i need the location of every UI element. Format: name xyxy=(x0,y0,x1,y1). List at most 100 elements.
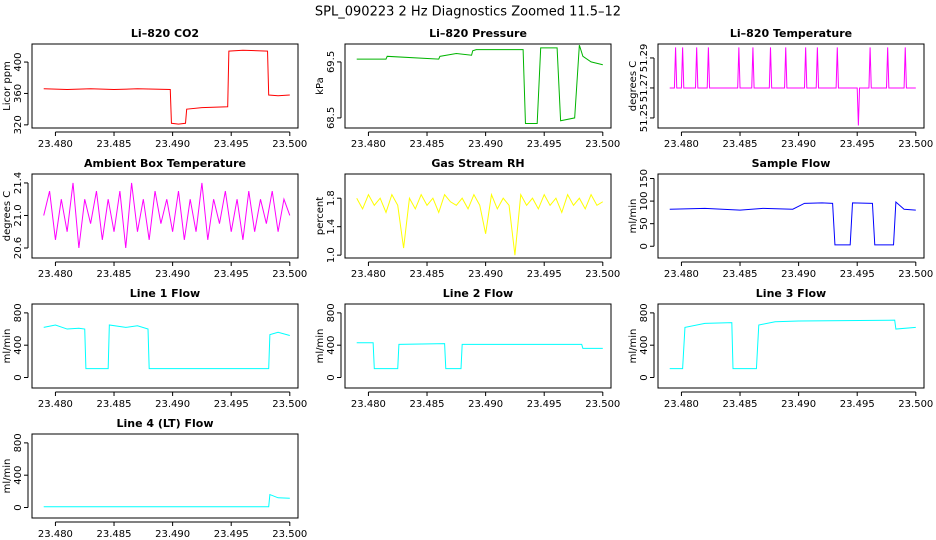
y-tick-label: 51.25 xyxy=(639,104,650,133)
y-tick-label: 21.4 xyxy=(13,172,24,194)
y-tick-label: 0 xyxy=(639,243,650,249)
x-tick-label: 23.490 xyxy=(781,399,816,410)
x-tick-label: 23.495 xyxy=(527,269,562,280)
x-tick-label: 23.495 xyxy=(840,269,875,280)
x-tick-label: 23.485 xyxy=(410,139,445,150)
y-axis-label: ml/min xyxy=(628,199,639,234)
x-tick-label: 23.490 xyxy=(468,399,503,410)
x-tick-label: 23.480 xyxy=(38,529,73,540)
x-tick-label: 23.500 xyxy=(272,529,307,540)
x-tick-label: 23.495 xyxy=(214,399,249,410)
panel-title: Li–820 CO2 xyxy=(131,27,199,40)
y-tick-label: 50 xyxy=(639,217,650,230)
x-tick-label: 23.485 xyxy=(410,399,445,410)
x-tick-label: 23.500 xyxy=(585,269,620,280)
x-tick-label: 23.500 xyxy=(898,399,933,410)
data-line xyxy=(43,182,291,249)
panel-title: Ambient Box Temperature xyxy=(84,157,246,170)
panel-title: Line 1 Flow xyxy=(130,287,200,300)
data-line xyxy=(43,493,290,508)
x-tick-label: 23.500 xyxy=(272,269,307,280)
x-tick-label: 23.500 xyxy=(585,399,620,410)
x-tick-label: 23.500 xyxy=(585,139,620,150)
plot-frame xyxy=(657,173,925,259)
x-tick-label: 23.495 xyxy=(214,139,249,150)
y-tick-label: 400 xyxy=(13,53,24,72)
y-tick-label: 800 xyxy=(326,303,337,322)
y-axis-label: percent xyxy=(315,197,326,235)
y-tick-label: 51.29 xyxy=(639,44,650,73)
x-tick-label: 23.485 xyxy=(723,269,758,280)
x-tick-label: 23.495 xyxy=(840,139,875,150)
y-axis-label: degrees C xyxy=(2,191,13,241)
y-tick-label: 69.5 xyxy=(326,51,337,73)
x-tick-label: 23.490 xyxy=(155,399,190,410)
plot-frame xyxy=(31,303,299,389)
figure-title: SPL_090223 2 Hz Diagnostics Zoomed 11.5–… xyxy=(315,5,621,20)
data-line xyxy=(356,342,603,370)
x-tick-label: 23.495 xyxy=(214,269,249,280)
y-tick-label: 360 xyxy=(13,84,24,103)
y-tick-label: 800 xyxy=(13,433,24,452)
y-axis-label: Licor ppm xyxy=(2,61,13,111)
y-tick-label: 1.0 xyxy=(326,247,337,263)
y-axis-label: ml/min xyxy=(628,329,639,364)
y-tick-label: 1.8 xyxy=(326,190,337,206)
plot-frame xyxy=(344,43,612,129)
x-tick-label: 23.480 xyxy=(664,399,699,410)
y-tick-label: 0 xyxy=(13,374,24,380)
x-tick-label: 23.485 xyxy=(723,399,758,410)
panel-title: Sample Flow xyxy=(752,157,831,170)
x-tick-label: 23.480 xyxy=(351,269,386,280)
y-tick-label: 0 xyxy=(639,374,650,380)
y-axis-label: ml/min xyxy=(2,329,13,364)
x-tick-label: 23.485 xyxy=(723,139,758,150)
x-tick-label: 23.485 xyxy=(97,139,132,150)
plot-frame xyxy=(31,173,299,259)
x-tick-label: 23.490 xyxy=(155,529,190,540)
x-tick-label: 23.480 xyxy=(664,269,699,280)
y-tick-label: 21.0 xyxy=(13,204,24,226)
data-line xyxy=(669,47,916,126)
y-tick-label: 800 xyxy=(639,303,650,322)
x-tick-label: 23.480 xyxy=(38,399,73,410)
x-tick-label: 23.490 xyxy=(155,269,190,280)
x-tick-label: 23.480 xyxy=(351,139,386,150)
data-line xyxy=(356,192,604,256)
x-tick-label: 23.500 xyxy=(272,399,307,410)
x-tick-label: 23.480 xyxy=(664,139,699,150)
y-tick-label: 800 xyxy=(13,303,24,322)
x-tick-label: 23.490 xyxy=(468,269,503,280)
data-line xyxy=(356,44,603,125)
x-tick-label: 23.485 xyxy=(97,399,132,410)
y-axis-label: ml/min xyxy=(315,329,326,364)
x-tick-label: 23.495 xyxy=(527,399,562,410)
x-tick-label: 23.485 xyxy=(410,269,445,280)
panel-title: Line 2 Flow xyxy=(443,287,513,300)
panel-title: Line 4 (LT) Flow xyxy=(117,417,214,430)
data-line xyxy=(669,319,916,370)
x-tick-label: 23.485 xyxy=(97,529,132,540)
x-tick-label: 23.500 xyxy=(898,139,933,150)
plot-frame xyxy=(657,303,925,389)
data-line xyxy=(669,200,916,246)
y-tick-label: 0 xyxy=(13,504,24,510)
x-tick-label: 23.500 xyxy=(272,139,307,150)
x-tick-label: 23.490 xyxy=(781,269,816,280)
x-tick-label: 23.495 xyxy=(527,139,562,150)
y-axis-label: ml/min xyxy=(2,459,13,494)
x-tick-label: 23.495 xyxy=(840,399,875,410)
y-axis-label: kPa xyxy=(315,77,326,95)
x-tick-label: 23.485 xyxy=(97,269,132,280)
plot-frame xyxy=(344,303,612,389)
y-tick-label: 400 xyxy=(13,336,24,355)
plot-frame xyxy=(31,43,299,129)
x-tick-label: 23.480 xyxy=(38,139,73,150)
y-tick-label: 400 xyxy=(13,466,24,485)
y-tick-label: 320 xyxy=(13,115,24,134)
x-tick-label: 23.480 xyxy=(351,399,386,410)
x-tick-label: 23.480 xyxy=(38,269,73,280)
y-tick-label: 0 xyxy=(326,374,337,380)
y-tick-label: 51.27 xyxy=(639,74,650,103)
